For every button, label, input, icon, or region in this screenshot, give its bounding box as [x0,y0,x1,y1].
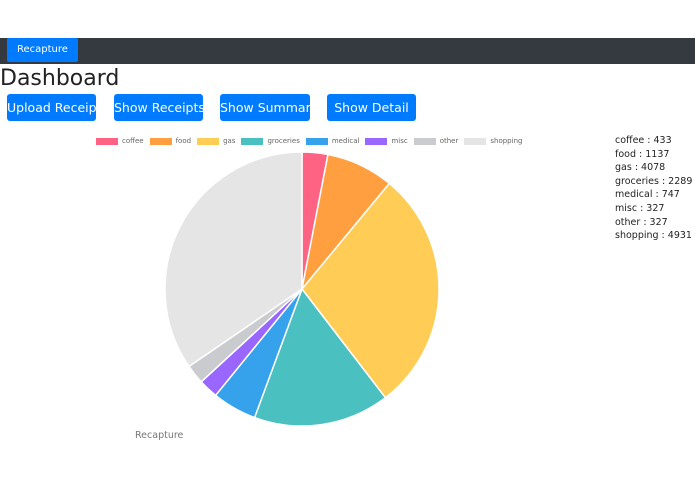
pie-slice-gas[interactable] [301,182,440,399]
legend-item-coffee[interactable]: coffee [96,137,144,145]
legend-label: misc [391,137,408,145]
legend-label: other [439,137,459,145]
pie-slice-shopping[interactable] [164,151,303,368]
total-gas: gas : 4078 [615,162,666,174]
total-medical: medical : 747 [615,189,680,201]
legend-swatch [365,137,388,145]
total-other: other : 327 [615,216,668,228]
brand-button[interactable]: Recapture [7,38,78,62]
footer-text: Recapture [135,430,184,441]
legend-swatch [149,137,172,145]
show-summary-button[interactable]: Show Summary [220,94,310,121]
legend-item-groceries[interactable]: groceries [241,137,300,145]
chart-legend: coffee food gas groceries medical misc other sh… [96,137,522,145]
show-detail-button[interactable]: Show Detail [327,94,416,121]
legend-swatch [464,137,487,145]
legend-swatch [96,137,118,145]
legend-item-medical[interactable]: medical [305,137,360,145]
upload-receipt-button[interactable]: Upload Receipt [7,94,96,121]
show-receipts-button[interactable]: Show Receipts [114,94,203,121]
navbar: Recapture [0,38,695,64]
legend-item-gas[interactable]: gas [197,137,235,145]
pie-slice-groceries[interactable] [253,287,387,427]
legend-item-other[interactable]: other [413,137,459,145]
legend-item-misc[interactable]: misc [365,137,408,145]
legend-label: medical [331,137,360,145]
category-totals: coffee : 433 food : 1137 gas : 4078 groceri… [615,134,692,243]
legend-item-food[interactable]: food [149,137,192,145]
legend-swatch [241,137,264,145]
legend-label: gas [223,137,236,145]
legend-swatch [413,137,436,145]
legend-item-shopping[interactable]: shopping [464,137,522,145]
legend-swatch [197,137,220,145]
legend-label: shopping [490,137,523,145]
total-food: food : 1137 [615,148,670,160]
total-coffee: coffee : 433 [615,135,672,146]
total-groceries: groceries : 2289 [615,175,693,187]
total-shopping: shopping : 4931 [615,230,692,242]
legend-label: groceries [267,137,300,145]
legend-label: food [175,137,192,145]
total-misc: misc : 327 [615,202,665,214]
legend-swatch [305,137,328,145]
legend-label: coffee [122,137,144,145]
page-title: Dashboard [0,66,120,91]
